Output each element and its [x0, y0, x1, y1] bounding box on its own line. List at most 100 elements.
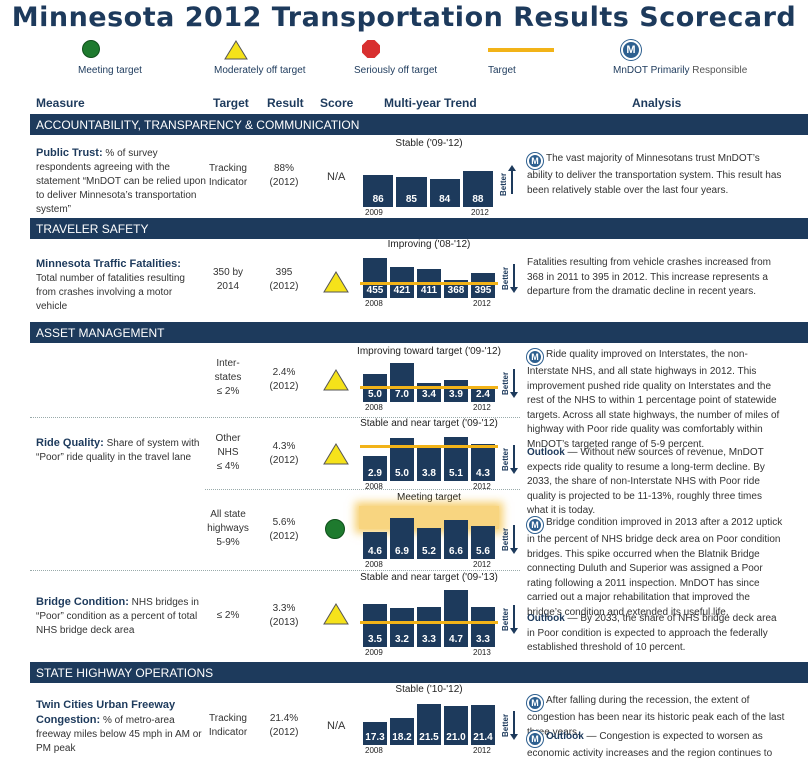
analysis-bridge: M Bridge condition improved in 2013 after…: [527, 516, 785, 621]
outlook-ride-text: — Without new sources of revenue, MnDOT …: [527, 447, 765, 517]
score-congestion: N/A: [327, 720, 346, 732]
legend-serious-label: Seriously off target: [354, 65, 438, 76]
bar-value-label: 86: [372, 194, 384, 205]
result-ride-interstate: 2.4% (2012): [258, 366, 310, 394]
green-circle-icon: [82, 40, 100, 58]
analysis-trust-text: The vast majority of Minnesotans trust M…: [527, 153, 782, 196]
x-axis-end-label: 2012: [473, 482, 491, 491]
result-trust: 88% (2012): [258, 162, 310, 190]
x-axis-start-label: 2009: [365, 208, 383, 217]
bar-value-label: 21.5: [419, 732, 439, 743]
better-up-arrow: [508, 165, 516, 194]
score-trust: N/A: [327, 171, 346, 183]
chart-bar: 3.9: [444, 380, 468, 402]
bar-value-label: 4.6: [368, 546, 382, 557]
target-line: 350 by: [212, 267, 244, 278]
bar-value-label: 5.0: [395, 468, 409, 479]
target-line: [360, 282, 498, 285]
legend-target: Target: [488, 40, 554, 76]
bar-value-label: 84: [439, 194, 451, 205]
better-label: Better: [501, 713, 510, 737]
better-down-arrow: [510, 369, 518, 398]
better-down-arrow: [510, 710, 518, 740]
chart-title: Improving ('08-'12): [387, 239, 471, 250]
target-line: ≤ 2%: [216, 610, 240, 621]
chart-bar: 3.3: [417, 606, 441, 647]
better-label: Better: [501, 527, 510, 551]
result-line: (2012): [269, 531, 299, 542]
target-line: Tracking: [209, 713, 247, 724]
target-line: Other: [215, 433, 241, 444]
measure-fatalities-title: Minnesota Traffic Fatalities:: [36, 258, 181, 270]
bar-value-label: 3.8: [422, 468, 436, 479]
target-line: [360, 386, 498, 389]
chart-bar: 7.0: [390, 363, 414, 402]
x-axis-start-label: 2009: [365, 648, 383, 657]
chart-title: Stable ('10-'12): [395, 684, 463, 695]
measure-bridge-title: Bridge Condition:: [36, 596, 129, 608]
measure-trust: Public Trust: % of survey respondents ag…: [36, 146, 206, 217]
legend-meeting: Meeting target: [78, 40, 142, 76]
target-line: All state: [210, 509, 246, 520]
outlook-ride: Outlook — Without new sources of revenue…: [527, 446, 785, 519]
measure-congestion-desc: % of metro-area freeway miles below 45 m…: [36, 715, 202, 754]
outlook-label: Outlook: [546, 731, 584, 742]
result-bridge: 3.3% (2013): [258, 602, 310, 630]
chart-bar: 3.8: [417, 448, 441, 481]
bar-value-label: 368: [447, 285, 465, 296]
col-score: Score: [320, 96, 354, 110]
score-moderate-icon: [323, 443, 349, 465]
chart-bar: 5.6: [471, 525, 495, 559]
legend-target-label: Target: [488, 65, 516, 76]
chart-title: Meeting target: [397, 492, 461, 503]
score-moderate-icon: [323, 271, 349, 293]
result-line: (2012): [269, 381, 299, 392]
measure-ride: Ride Quality: Share of system with “Poor…: [36, 436, 206, 465]
measure-bridge-desc: NHS bridges in “Poor” condition as a per…: [36, 597, 199, 636]
bar-value-label: 21.0: [446, 732, 466, 743]
measure-ride-title: Ride Quality:: [36, 437, 104, 449]
x-axis-end-label: 2013: [473, 648, 491, 657]
chart-title: Stable and near target ('09-'12): [360, 418, 498, 429]
result-ride-all: 5.6% (2012): [258, 516, 310, 544]
mndot-logo-icon: M: [527, 731, 543, 747]
chart-bar: 5.2: [417, 528, 441, 559]
target-ride-all: All state highways 5-9%: [202, 508, 254, 550]
bar-value-label: 4.7: [449, 634, 463, 645]
bar-chart: 17.3 18.2 21.5 21.0 21.4: [363, 700, 495, 745]
red-octagon-icon: [362, 40, 380, 58]
x-axis-end-label: 2012: [473, 746, 491, 755]
outlook-bridge-text: — By 2033, the share of NHS bridge deck …: [527, 613, 777, 654]
x-axis-end-label: 2012: [471, 208, 489, 217]
mndot-logo-icon: M: [527, 153, 543, 169]
x-axis-start-label: 2008: [365, 746, 383, 755]
mndot-logo-icon: M: [527, 517, 543, 533]
measure-trust-desc: % of survey respondents agreeing with th…: [36, 148, 206, 215]
outlook-congestion: M Outlook — Congestion is expected to wor…: [527, 730, 785, 764]
better-label: Better: [501, 371, 510, 395]
result-line: (2012): [269, 727, 299, 738]
measure-fatalities-desc: Total number of fatalities resulting fro…: [36, 273, 185, 312]
result-line: (2012): [269, 281, 299, 292]
legend-moderate: Moderately off target: [214, 40, 306, 76]
score-moderate-icon: [323, 369, 349, 391]
result-line: 5.6%: [272, 517, 296, 528]
bar-value-label: 85: [405, 194, 417, 205]
x-axis-start-label: 2008: [365, 299, 383, 308]
bar-value-label: 6.9: [395, 546, 409, 557]
result-line: 88%: [273, 163, 294, 174]
target-ride-interstate: Inter-states ≤ 2%: [202, 357, 254, 399]
analysis-bridge-text: Bridge condition improved in 2013 after …: [527, 517, 783, 618]
bar-value-label: 4.3: [476, 468, 490, 479]
analysis-fatalities: Fatalities resulting from vehicle crashe…: [527, 257, 771, 298]
chart-bar: 3.5: [363, 604, 387, 647]
measure-trust-title: Public Trust:: [36, 147, 103, 159]
measure-congestion: Twin Cities Urban Freeway Congestion: % …: [36, 698, 206, 756]
score-moderate-icon: [323, 603, 349, 625]
x-axis-end-label: 2012: [473, 560, 491, 569]
chart-bar: 455: [363, 257, 387, 298]
legend-meeting-label: Meeting target: [78, 65, 142, 76]
target-bridge: ≤ 2%: [202, 609, 254, 623]
x-axis-end-label: 2012: [473, 403, 491, 412]
chart-bar: 4.3: [471, 444, 495, 481]
